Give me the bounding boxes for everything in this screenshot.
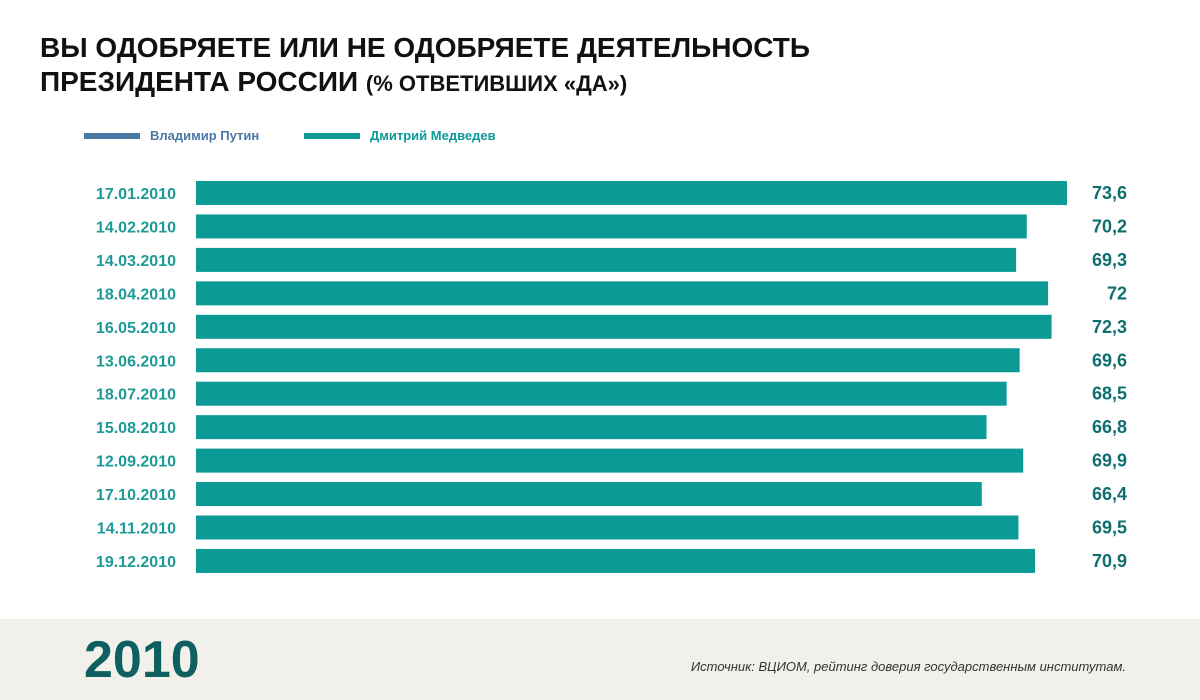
- value-label: 66,8: [1092, 417, 1127, 437]
- category-label: 19.12.2010: [96, 554, 176, 571]
- category-label: 14.11.2010: [97, 521, 176, 538]
- bar: [196, 314, 1052, 339]
- bar: [196, 415, 987, 440]
- bar: [196, 482, 982, 507]
- value-label: 70,9: [1092, 551, 1127, 571]
- category-label: 16.05.2010: [96, 320, 176, 337]
- value-label: 69,6: [1092, 350, 1127, 370]
- bar-chart: 17.01.2010 73,6 14.02.2010 70,2 14.03.2010 69…: [96, 181, 1127, 573]
- value-label: 70,2: [1092, 216, 1127, 236]
- category-label: 18.04.2010: [96, 286, 176, 303]
- bar: [196, 181, 1067, 205]
- value-label: 69,9: [1092, 451, 1127, 471]
- year-label: 2010: [84, 631, 200, 689]
- value-label: 73,6: [1092, 183, 1127, 203]
- bar: [196, 381, 1007, 406]
- value-label: 69,3: [1092, 250, 1127, 270]
- category-label: 14.03.2010: [96, 253, 176, 270]
- category-label: 12.09.2010: [96, 454, 176, 471]
- source-note: Источник: ВЦИОМ, рейтинг доверия государ…: [690, 659, 1126, 674]
- value-label: 68,5: [1092, 384, 1127, 404]
- category-label: 13.06.2010: [96, 353, 176, 370]
- legend-label-medvedev: Дмитрий Медведев: [370, 128, 496, 143]
- legend-label-putin: Владимир Путин: [150, 128, 260, 143]
- bar: [196, 548, 1036, 573]
- legend-swatch-medvedev: [304, 133, 360, 139]
- category-label: 14.02.2010: [96, 219, 176, 236]
- title-line-2: ПРЕЗИДЕНТА РОССИИ: [40, 66, 359, 97]
- title-subtitle: (% ОТВЕТИВШИХ «ДА»): [365, 71, 628, 96]
- legend-swatch-putin: [84, 133, 140, 139]
- value-label: 72,3: [1092, 317, 1127, 337]
- bar: [196, 247, 1017, 272]
- chart-title: ВЫ ОДОБРЯЕТЕ ИЛИ НЕ ОДОБРЯЕТЕ ДЕЯТЕЛЬНОС…: [40, 31, 1140, 101]
- category-label: 17.01.2010: [96, 186, 176, 203]
- category-label: 15.08.2010: [96, 420, 176, 437]
- title-line-1: ВЫ ОДОБРЯЕТЕ ИЛИ НЕ ОДОБРЯЕТЕ ДЕЯТЕЛЬНОС…: [40, 32, 811, 63]
- value-label: 69,5: [1092, 518, 1127, 538]
- value-label: 66,4: [1092, 484, 1127, 504]
- bar: [196, 214, 1027, 239]
- footer: 2010 Источник: ВЦИОМ, рейтинг доверия го…: [0, 619, 1200, 700]
- category-label: 17.10.2010: [96, 487, 176, 504]
- bar: [196, 348, 1020, 373]
- category-label: 18.07.2010: [96, 387, 176, 404]
- bar: [196, 281, 1049, 306]
- value-label: 72: [1107, 283, 1127, 303]
- bar: [196, 448, 1024, 473]
- bar: [196, 515, 1019, 540]
